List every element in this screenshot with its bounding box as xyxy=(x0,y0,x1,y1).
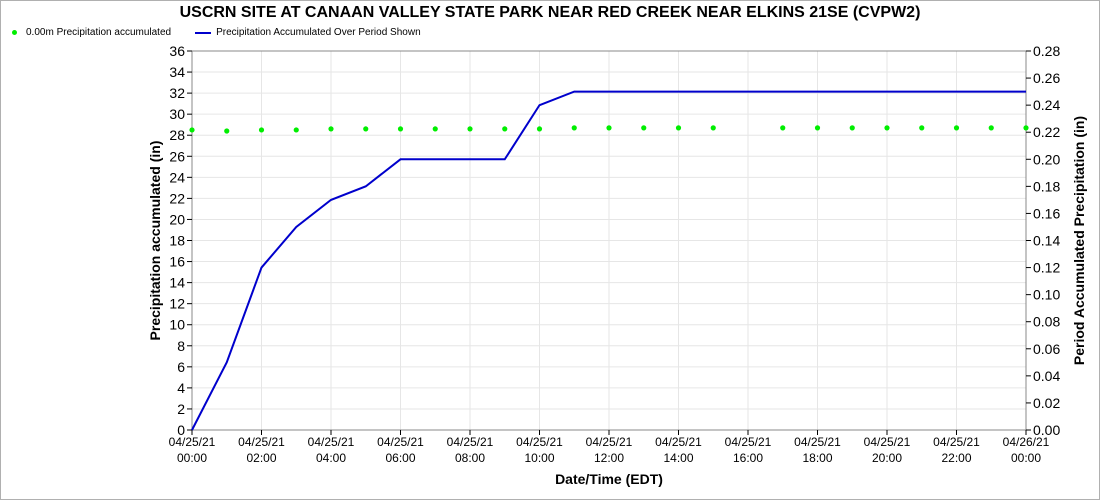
x-axis-tick-label-time: 10:00 xyxy=(524,451,554,465)
right-axis-tick-label: 0.22 xyxy=(1033,124,1060,140)
x-axis-tick-label-date: 04/25/21 xyxy=(516,435,563,449)
left-axis-tick-label: 30 xyxy=(169,106,185,122)
series-point-precip-accumulated xyxy=(467,126,473,132)
right-axis-tick-label: 0.00 xyxy=(1033,422,1060,438)
x-axis-tick-label-time: 14:00 xyxy=(663,451,693,465)
x-axis-tick-label-time: 22:00 xyxy=(941,451,971,465)
chart-legend: 0.00m Precipitation accumulated Precipit… xyxy=(12,27,445,38)
right-axis-tick-label: 0.16 xyxy=(1033,205,1060,221)
series-point-precip-accumulated xyxy=(397,126,404,132)
right-axis-tick-label: 0.02 xyxy=(1033,395,1060,411)
series-point-precip-accumulated xyxy=(502,126,508,132)
left-axis-tick-label: 0 xyxy=(177,422,185,438)
series-point-precip-accumulated xyxy=(953,125,960,131)
right-axis-tick-label: 0.14 xyxy=(1033,233,1060,249)
left-axis-tick-label: 12 xyxy=(169,296,185,312)
series-point-precip-accumulated xyxy=(814,125,821,131)
series-point-precip-accumulated xyxy=(328,126,334,132)
x-axis-tick-label-date: 04/25/21 xyxy=(933,435,980,449)
series-point-precip-accumulated xyxy=(363,126,369,132)
x-axis-tick-label-time: 04:00 xyxy=(316,451,346,465)
series-point-precip-accumulated xyxy=(780,125,786,131)
series-point-precip-accumulated xyxy=(988,125,994,131)
x-axis-tick-label-date: 04/25/21 xyxy=(655,435,702,449)
x-axis-tick-label-date: 04/25/21 xyxy=(725,435,772,449)
series-point-precip-accumulated xyxy=(641,125,647,131)
left-axis-tick-label: 4 xyxy=(177,380,185,396)
x-axis-tick-label-date: 04/25/21 xyxy=(169,435,216,449)
right-axis-tick-label: 0.20 xyxy=(1033,151,1060,167)
x-axis-tick-label-time: 00:00 xyxy=(1011,451,1041,465)
series-point-precip-accumulated xyxy=(432,126,438,132)
right-axis-tick-label: 0.10 xyxy=(1033,287,1060,303)
right-axis-tick-label: 0.04 xyxy=(1033,368,1060,384)
right-axis-tick-label: 0.28 xyxy=(1033,43,1060,59)
x-axis-tick-label-time: 16:00 xyxy=(733,451,763,465)
left-axis-tick-label: 6 xyxy=(177,359,185,375)
series-point-precip-accumulated xyxy=(606,125,612,131)
series-point-precip-accumulated xyxy=(224,128,230,134)
series-point-precip-accumulated xyxy=(849,125,855,131)
legend-label-points: 0.00m Precipitation accumulated xyxy=(26,27,172,38)
right-axis-tick-label: 0.08 xyxy=(1033,314,1060,330)
series-point-precip-accumulated xyxy=(1023,125,1029,131)
series-point-precip-accumulated xyxy=(710,125,716,131)
right-axis-tick-label: 0.24 xyxy=(1033,97,1060,113)
x-axis-tick-label-date: 04/25/21 xyxy=(238,435,285,449)
legend-marker-line xyxy=(195,31,212,34)
x-axis-tick-label-date: 04/25/21 xyxy=(447,435,494,449)
right-axis-tick-label: 0.06 xyxy=(1033,341,1060,357)
chart-title: USCRN SITE AT CANAAN VALLEY STATE PARK N… xyxy=(179,4,921,21)
left-axis-tick-label: 24 xyxy=(169,169,185,185)
x-axis-tick-label-time: 00:00 xyxy=(177,451,207,465)
x-axis-tick-label-time: 20:00 xyxy=(872,451,902,465)
left-axis-tick-label: 8 xyxy=(177,338,185,354)
series-point-precip-accumulated xyxy=(536,126,543,132)
x-axis-title: Date/Time (EDT) xyxy=(555,471,663,487)
left-axis-title: Precipitation accumulated (in) xyxy=(147,141,163,341)
right-axis-tick-label: 0.12 xyxy=(1033,260,1060,276)
left-axis-tick-label: 18 xyxy=(169,233,185,249)
x-axis-tick-label-time: 18:00 xyxy=(802,451,832,465)
x-axis-tick-label-date: 04/25/21 xyxy=(794,435,841,449)
left-axis-tick-label: 22 xyxy=(169,190,185,206)
series-point-precip-accumulated xyxy=(189,127,195,133)
x-axis-tick-label-date: 04/25/21 xyxy=(864,435,911,449)
left-axis-tick-label: 28 xyxy=(169,127,185,143)
legend-item-points: 0.00m Precipitation accumulated xyxy=(12,27,171,38)
series-point-precip-accumulated xyxy=(571,125,577,131)
x-axis-tick-label-time: 02:00 xyxy=(246,451,276,465)
left-axis-tick-label: 36 xyxy=(169,43,185,59)
series-point-precip-accumulated xyxy=(884,125,890,131)
left-axis-tick-label: 20 xyxy=(169,211,185,227)
left-axis-tick-label: 26 xyxy=(169,148,185,164)
x-axis-tick-label-time: 06:00 xyxy=(385,451,415,465)
left-axis-tick-label: 14 xyxy=(169,275,185,291)
x-axis-tick-label-time: 08:00 xyxy=(455,451,485,465)
x-axis-tick-label-date: 04/25/21 xyxy=(586,435,633,449)
left-axis-tick-label: 10 xyxy=(169,317,185,333)
legend-label-line: Precipitation Accumulated Over Period Sh… xyxy=(216,27,421,38)
series-point-precip-accumulated xyxy=(675,125,682,131)
x-axis-tick-label-time: 12:00 xyxy=(594,451,624,465)
x-axis-tick-label-date: 04/26/21 xyxy=(1003,435,1050,449)
left-axis-tick-label: 32 xyxy=(169,85,185,101)
series-point-precip-accumulated xyxy=(293,127,299,133)
left-axis-tick-label: 2 xyxy=(177,401,185,417)
x-axis-tick-label-date: 04/25/21 xyxy=(377,435,424,449)
series-point-precip-accumulated xyxy=(258,127,265,133)
right-axis-tick-label: 0.18 xyxy=(1033,178,1060,194)
x-axis-tick-label-date: 04/25/21 xyxy=(308,435,355,449)
right-axis-tick-label: 0.26 xyxy=(1033,70,1060,86)
series-line-period-accumulated xyxy=(191,90,1026,431)
legend-item-line: Precipitation Accumulated Over Period Sh… xyxy=(195,27,421,38)
right-axis-title: Period Accumulated Precipitation (in) xyxy=(1071,116,1087,365)
legend-marker-points xyxy=(12,30,17,35)
series-point-precip-accumulated xyxy=(919,125,925,131)
left-axis-tick-label: 16 xyxy=(169,254,185,270)
left-axis-tick-label: 34 xyxy=(169,64,185,80)
